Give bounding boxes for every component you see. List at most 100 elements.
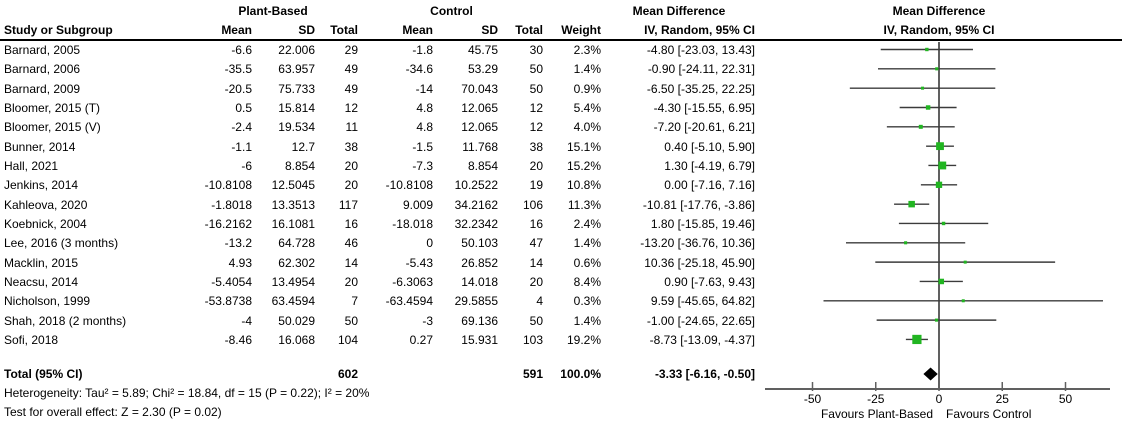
ci-text-cell: -7.20 [-20.61, 6.21] bbox=[653, 120, 755, 135]
pb-sd-cell: 16.1081 bbox=[271, 216, 315, 231]
pb-total-cell: 11 bbox=[345, 120, 358, 135]
header-divider-line bbox=[0, 39, 1122, 41]
col-header-control-total: Total bbox=[515, 23, 543, 37]
study-row: Barnard, 2009 -20.5 75.733 49 -14 70.043 50 0.9… bbox=[0, 82, 765, 101]
pb-mean-cell: -5.4054 bbox=[211, 274, 252, 289]
study-row: Shah, 2018 (2 months) -4 50.029 50 -3 69.136 5… bbox=[0, 314, 765, 333]
weight-cell: 1.4% bbox=[573, 313, 601, 328]
pb-sd-cell: 8.854 bbox=[284, 158, 315, 173]
total-ci-text: -3.33 [-6.16, -0.50] bbox=[654, 367, 755, 381]
control-sd-cell: 14.018 bbox=[461, 274, 498, 289]
study-row: Macklin, 2015 4.93 62.302 14 -5.43 26.852 14 0.… bbox=[0, 256, 765, 275]
heterogeneity-note: Heterogeneity: Tau² = 5.89; Chi² = 18.84… bbox=[4, 386, 370, 400]
pb-total-cell: 12 bbox=[344, 100, 358, 115]
col-header-md-ci-plot: IV, Random, 95% CI bbox=[883, 23, 995, 37]
control-mean-cell: 9.009 bbox=[402, 197, 433, 212]
pb-total-cell: 14 bbox=[344, 255, 358, 270]
group-header-control: Control bbox=[430, 4, 473, 18]
control-mean-cell: -5.43 bbox=[405, 255, 433, 270]
weight-cell: 10.8% bbox=[566, 178, 601, 193]
study-name: Nicholson, 1999 bbox=[4, 294, 91, 309]
study-row: Lee, 2016 (3 months) -13.2 64.728 46 0 50.103… bbox=[0, 236, 765, 255]
study-row: Bunner, 2014 -1.1 12.7 38 -1.5 11.768 38 15.1% 0… bbox=[0, 140, 765, 159]
effect-marker bbox=[938, 278, 945, 285]
md-text-column-title: Mean Difference bbox=[632, 4, 726, 18]
control-mean-cell: -34.6 bbox=[405, 62, 433, 77]
study-name: Lee, 2016 (3 months) bbox=[4, 236, 119, 251]
pb-mean-cell: -16.2162 bbox=[204, 216, 252, 231]
md-plot-column-title: Mean Difference bbox=[892, 4, 986, 18]
pb-sd-cell: 62.302 bbox=[278, 255, 315, 270]
effect-marker bbox=[925, 47, 929, 52]
pb-total-cell: 38 bbox=[344, 139, 358, 154]
pb-sd-cell: 19.534 bbox=[278, 120, 315, 135]
control-total-cell: 19 bbox=[529, 178, 543, 193]
pb-sd-cell: 75.733 bbox=[278, 81, 315, 96]
control-total-cell: 16 bbox=[529, 216, 543, 231]
pb-sd-cell: 13.3513 bbox=[271, 197, 315, 212]
col-header-control-sd: SD bbox=[481, 23, 498, 37]
control-mean-cell: -6.3063 bbox=[392, 274, 433, 289]
effect-marker bbox=[941, 221, 946, 226]
overall-effect-note: Test for overall effect: Z = 2.30 (P = 0… bbox=[4, 405, 222, 419]
ci-text-cell: 9.59 [-45.65, 64.82] bbox=[650, 294, 755, 309]
effect-marker bbox=[921, 86, 925, 90]
study-name: Bloomer, 2015 (T) bbox=[4, 100, 101, 115]
axis-tick-label: -50 bbox=[804, 392, 822, 406]
col-header-pb-mean: Mean bbox=[221, 23, 252, 37]
group-header-plant-based: Plant-Based bbox=[238, 4, 308, 18]
summary-diamond bbox=[923, 367, 938, 381]
pb-mean-cell: -4 bbox=[241, 313, 252, 328]
study-row: Koebnick, 2004 -16.2162 16.1081 16 -18.018 32… bbox=[0, 217, 765, 236]
axis-tick-label: 25 bbox=[996, 392, 1010, 406]
study-name: Neacsu, 2014 bbox=[4, 274, 79, 289]
study-name: Shah, 2018 (2 months) bbox=[4, 313, 127, 328]
pb-sd-cell: 12.7 bbox=[291, 139, 315, 154]
axis-tick-label: 50 bbox=[1059, 392, 1073, 406]
control-total-cell: 50 bbox=[529, 81, 543, 96]
col-header-pb-total: Total bbox=[330, 23, 358, 37]
total-row: Total (95% CI) 602 591 100.0% -3.33 [-6.… bbox=[0, 367, 765, 386]
pb-mean-cell: -13.2 bbox=[224, 236, 252, 251]
pb-mean-cell: -35.5 bbox=[224, 62, 252, 77]
pb-total-cell: 104 bbox=[337, 332, 358, 347]
control-sd-cell: 11.768 bbox=[462, 139, 498, 154]
control-total-cell: 103 bbox=[522, 332, 543, 347]
study-row: Barnard, 2006 -35.5 63.957 49 -34.6 53.29 50 1.… bbox=[0, 62, 765, 81]
study-name: Hall, 2021 bbox=[4, 158, 59, 173]
weight-cell: 2.3% bbox=[573, 43, 601, 57]
control-sd-cell: 32.2342 bbox=[454, 216, 498, 231]
pb-sd-cell: 50.029 bbox=[278, 313, 315, 328]
control-mean-cell: -10.8108 bbox=[385, 178, 433, 193]
ci-text-cell: 0.90 [-7.63, 9.43] bbox=[664, 274, 755, 289]
pb-total-cell: 117 bbox=[338, 197, 358, 212]
pb-total-cell: 7 bbox=[351, 294, 358, 309]
ci-text-cell: 0.40 [-5.10, 5.90] bbox=[664, 139, 755, 154]
pb-mean-cell: -2.4 bbox=[231, 120, 252, 135]
control-sd-cell: 29.5855 bbox=[454, 294, 498, 309]
ci-text-cell: -10.81 [-17.76, -3.86] bbox=[642, 197, 755, 212]
study-row: Bloomer, 2015 (T) 0.5 15.814 12 4.8 12.065 12 5… bbox=[0, 101, 765, 120]
control-total-cell: 106 bbox=[522, 197, 543, 212]
study-row: Neacsu, 2014 -5.4054 13.4954 20 -6.3063 14.01… bbox=[0, 275, 765, 294]
col-header-control-mean: Mean bbox=[402, 23, 433, 37]
pb-total-cell: 20 bbox=[344, 274, 358, 289]
study-name: Macklin, 2015 bbox=[4, 255, 79, 270]
total-control-n: 591 bbox=[522, 367, 543, 381]
study-row: Barnard, 2005 -6.6 22.006 29 -1.8 45.75 30 2.3%… bbox=[0, 43, 765, 62]
control-sd-cell: 45.75 bbox=[467, 43, 498, 57]
study-name: Kahleova, 2020 bbox=[4, 197, 88, 212]
col-header-md-ci-text: IV, Random, 95% CI bbox=[644, 23, 755, 37]
pb-total-cell: 50 bbox=[344, 313, 358, 328]
col-header-pb-sd: SD bbox=[298, 23, 315, 37]
control-total-cell: 12 bbox=[529, 120, 543, 135]
control-sd-cell: 26.852 bbox=[461, 255, 498, 270]
control-sd-cell: 10.2522 bbox=[454, 178, 498, 193]
effect-marker bbox=[938, 161, 947, 170]
effect-marker bbox=[935, 181, 943, 188]
control-sd-cell: 8.854 bbox=[467, 158, 498, 173]
ci-text-cell: -13.20 [-36.76, 10.36] bbox=[640, 236, 755, 251]
pb-sd-cell: 64.728 bbox=[278, 236, 315, 251]
control-mean-cell: -18.018 bbox=[392, 216, 433, 231]
study-name: Barnard, 2009 bbox=[4, 81, 81, 96]
